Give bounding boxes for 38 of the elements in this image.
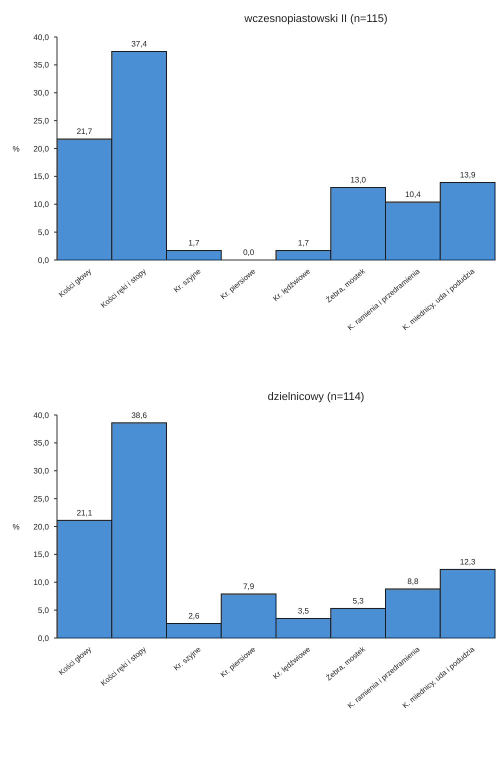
data-label: 38,6 (131, 410, 148, 420)
y-tick-label: 20,0 (33, 522, 50, 532)
data-label: 13,0 (350, 176, 366, 185)
y-tick-label: 30,0 (33, 88, 50, 98)
data-label: 8,8 (407, 576, 419, 586)
y-tick-label: 5,0 (38, 606, 50, 615)
data-label: 21,1 (76, 508, 93, 518)
y-tick-label: 30,0 (33, 466, 50, 476)
y-tick-label: 15,0 (33, 550, 50, 560)
y-tick-label: 5,0 (38, 228, 50, 237)
y-axis-title: % (12, 144, 20, 154)
y-tick-label: 10,0 (33, 200, 50, 210)
y-tick-label: 40,0 (33, 410, 50, 420)
chart-title: wczesnopiastowski II (n=115) (243, 13, 388, 25)
data-label: 0,0 (243, 248, 255, 257)
data-label: 21,7 (76, 127, 93, 136)
data-label: 10,4 (405, 190, 422, 200)
y-tick-label: 10,0 (33, 578, 50, 588)
data-label: 3,5 (298, 606, 310, 616)
y-tick-label: 25,0 (33, 494, 50, 504)
data-label: 5,3 (352, 596, 364, 606)
y-axis-title: % (12, 522, 20, 532)
data-label: 1,7 (298, 238, 310, 248)
y-tick-label: 15,0 (33, 172, 50, 182)
y-tick-label: 35,0 (33, 60, 50, 70)
data-label: 13,9 (460, 170, 476, 180)
y-tick-label: 20,0 (33, 144, 50, 154)
y-tick-label: 25,0 (33, 116, 50, 126)
data-label: 12,3 (460, 557, 476, 566)
data-label: 2,6 (188, 612, 200, 621)
data-label: 1,7 (188, 238, 200, 248)
data-label: 7,9 (243, 582, 255, 591)
y-tick-label: 35,0 (33, 438, 50, 448)
chart-title: dzielnicowy (n=114) (268, 391, 364, 403)
y-tick-label: 0,0 (38, 256, 50, 265)
data-label: 37,4 (131, 39, 148, 48)
y-tick-label: 0,0 (38, 634, 50, 643)
y-tick-label: 40,0 (33, 32, 50, 42)
